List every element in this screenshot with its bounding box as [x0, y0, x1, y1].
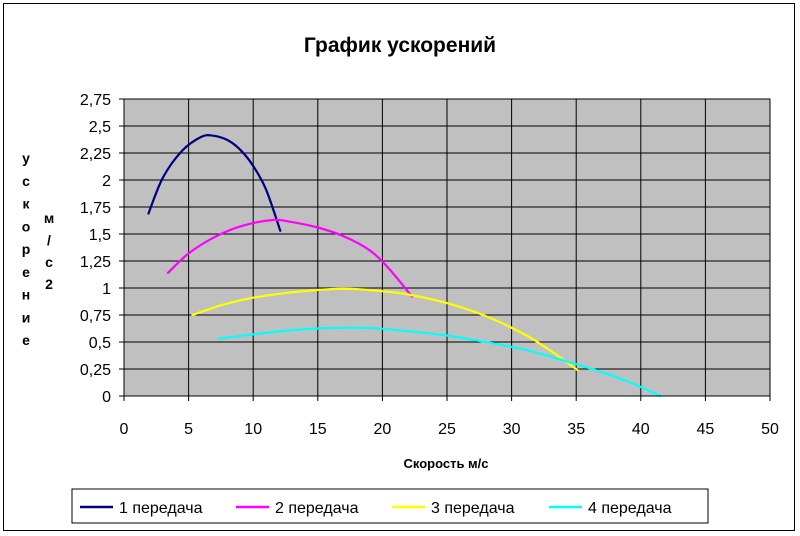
- y-tick-label: 0,75: [80, 308, 111, 325]
- x-tick-label: 50: [761, 421, 779, 438]
- y-tick-label: 2: [102, 173, 111, 190]
- x-tick-label: 40: [632, 421, 650, 438]
- y-tick-label: 0,5: [89, 335, 111, 352]
- y-tick-label: 1,5: [89, 227, 111, 244]
- gridlines: [124, 98, 771, 396]
- y-tick-label: 1,25: [80, 254, 111, 271]
- x-axis-title: Скорость м/с: [403, 456, 488, 471]
- series-line-2: [166, 218, 414, 298]
- legend-label-2: 2 передача: [275, 500, 359, 517]
- series-line-3: [191, 287, 579, 372]
- y-tick-label: 0: [102, 389, 111, 406]
- y-axis-unit: м / с 2: [44, 210, 54, 292]
- series-line-4: [217, 326, 662, 398]
- legend-box: [71, 488, 709, 524]
- x-tick-label: 45: [697, 421, 715, 438]
- y-tick-label: 2,75: [80, 92, 111, 109]
- series-lines: [147, 134, 662, 398]
- y-tick-label: 0,25: [80, 362, 111, 379]
- x-tick-label: 5: [184, 421, 193, 438]
- legend: 1 передача 2 передача 3 передача 4 передача: [71, 488, 709, 524]
- x-tick-label: 30: [503, 421, 521, 438]
- series-line-1: [147, 134, 282, 232]
- y-axis-unit-text: м / с 2: [44, 210, 54, 292]
- x-tick-labels: 0 5 10 15 20 25 30 35 40 45 50: [120, 396, 779, 438]
- y-tick-label: 2,5: [89, 119, 111, 136]
- y-tick-labels: 0 0,25 0,5 0,75 1 1,25 1,5 1,75 2 2,25 2,5 2,75: [80, 92, 124, 406]
- x-tick-label: 20: [374, 421, 392, 438]
- y-tick-label: 1,75: [80, 200, 111, 217]
- legend-label-1: 1 передача: [119, 500, 203, 517]
- y-tick-label: 1: [102, 281, 111, 298]
- x-tick-label: 25: [438, 421, 456, 438]
- legend-label-3: 3 передача: [431, 500, 515, 517]
- legend-label-4: 4 передача: [588, 500, 672, 517]
- x-tick-label: 10: [244, 421, 262, 438]
- x-tick-label: 15: [309, 421, 327, 438]
- chart-title: График ускорений: [304, 34, 496, 57]
- y-tick-label: 2,25: [80, 146, 111, 163]
- x-tick-label: 35: [567, 421, 585, 438]
- x-tick-label: 0: [120, 421, 129, 438]
